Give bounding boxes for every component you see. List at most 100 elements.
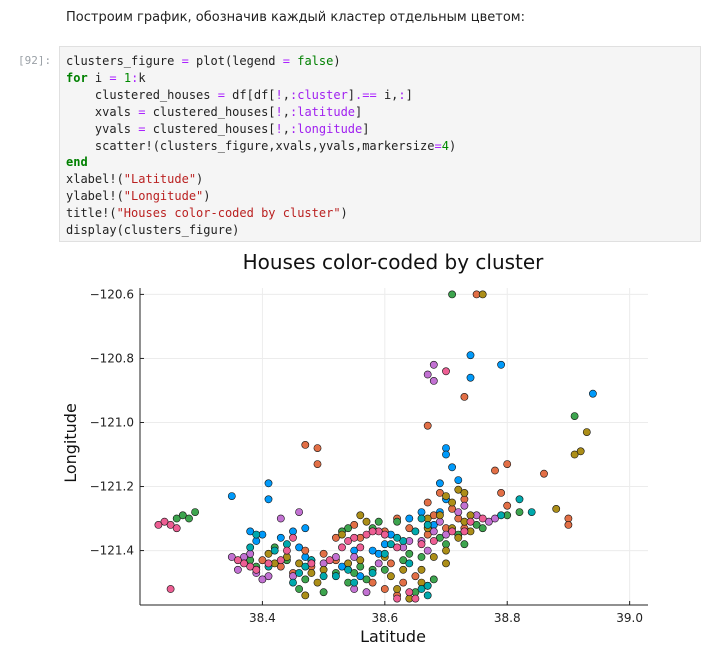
code-token: df[df[ [224,87,276,102]
code-cell[interactable]: clusters_figure = plot(legend = false) f… [59,46,701,242]
code-token: ] [347,87,356,102]
code-token: :cluster [290,87,348,102]
code-editor[interactable]: clusters_figure = plot(legend = false) f… [66,53,456,239]
data-point [246,562,255,571]
data-point [454,476,463,484]
x-tick-label: 38.8 [494,611,521,625]
data-point [295,569,303,577]
markdown-text: Построим график, обозначив каждый класте… [66,10,525,25]
code-token: , [282,104,290,119]
code-line: for i = 1:k [66,71,146,85]
data-point [442,367,450,376]
code-token: ! [275,121,283,136]
code-token: display(clusters_figure) [66,223,240,238]
data-point [393,517,401,526]
data-point [442,546,450,555]
data-point [295,559,303,568]
data-point [405,549,414,558]
data-point [172,524,181,533]
data-point [368,569,377,577]
data-point [295,543,303,552]
code-token: ) [196,172,204,187]
code-token: , [282,87,290,102]
code-line: scatter!(clusters_figure,xvals,yvals,mar… [66,139,456,153]
code-line: ylabel!("Longitude") [66,189,211,203]
data-point [417,585,426,593]
code-token: "Houses color-coded by cluster" [116,206,341,221]
series-6 [246,495,536,600]
data-point [442,559,450,568]
data-point [570,412,579,420]
data-point [380,530,389,539]
data-point [252,565,261,574]
data-point [435,488,444,497]
data-point [429,553,438,561]
data-point [307,569,316,577]
data-point [448,527,456,536]
data-point [191,508,199,516]
code-token: xvals [66,104,139,119]
data-point [405,559,414,568]
axes: 38.4 38.6 38.8 39.0 −120.6 −120.8 −121.0 −121.2… [90,287,648,625]
code-token: plot(legend [188,54,283,68]
y-tick-label: −121.4 [90,544,134,558]
data-point [227,553,236,561]
data-point [423,581,432,590]
data-point [491,514,499,523]
data-point [344,565,352,574]
code-token: ) [340,206,348,221]
data-point [282,546,291,555]
data-point [362,517,371,526]
data-point [374,559,383,568]
data-point [399,565,408,574]
data-point [393,543,401,552]
data-point [386,540,395,549]
data-point [380,585,389,593]
data-point [423,520,432,529]
scatter-plot: 38.4 38.6 38.8 39.0 −120.6 −120.8 −121.0 −121.2… [61,250,648,646]
data-point [331,553,340,561]
data-point [405,588,414,597]
code-token: scatter!(clusters_figure,xvals,yvals,mar… [66,138,435,153]
chart-title: Houses color-coded by cluster [243,250,545,274]
data-point [240,559,248,568]
data-point [331,572,340,581]
data-point [417,565,426,574]
data-point [503,460,512,468]
code-line: end [66,155,88,169]
data-point [503,501,512,510]
x-tick-label: 39.0 [616,611,643,625]
data-point [338,562,346,571]
series-4 [227,360,499,597]
data-point [356,511,365,520]
data-point [160,517,169,526]
code-token: "Longitude" [123,189,204,204]
data-point [435,533,444,542]
y-tick-label: −120.8 [90,351,134,365]
data-point [350,553,359,561]
data-point [368,527,377,536]
data-point [368,546,377,555]
data-point [356,543,365,552]
data-point [576,447,585,456]
data-point [172,514,181,523]
data-point [166,585,175,593]
data-point [362,575,371,584]
data-point [478,524,487,533]
plot-output: 38.4 38.6 38.8 39.0 −120.6 −120.8 −121.0 −121.2… [0,242,701,662]
series-1 [227,351,597,581]
data-point [478,290,487,299]
code-token: :latitude [290,104,356,119]
data-point [515,508,524,516]
data-point [344,537,352,545]
data-point [429,527,438,536]
data-point [448,463,456,472]
data-point [264,572,273,581]
series-7 [154,367,487,603]
code-token: title!( [66,206,117,221]
data-point [435,479,444,488]
data-point [582,428,591,436]
code-token: ! [275,104,283,119]
x-tick-label: 38.6 [371,611,398,625]
data-point [276,514,285,523]
